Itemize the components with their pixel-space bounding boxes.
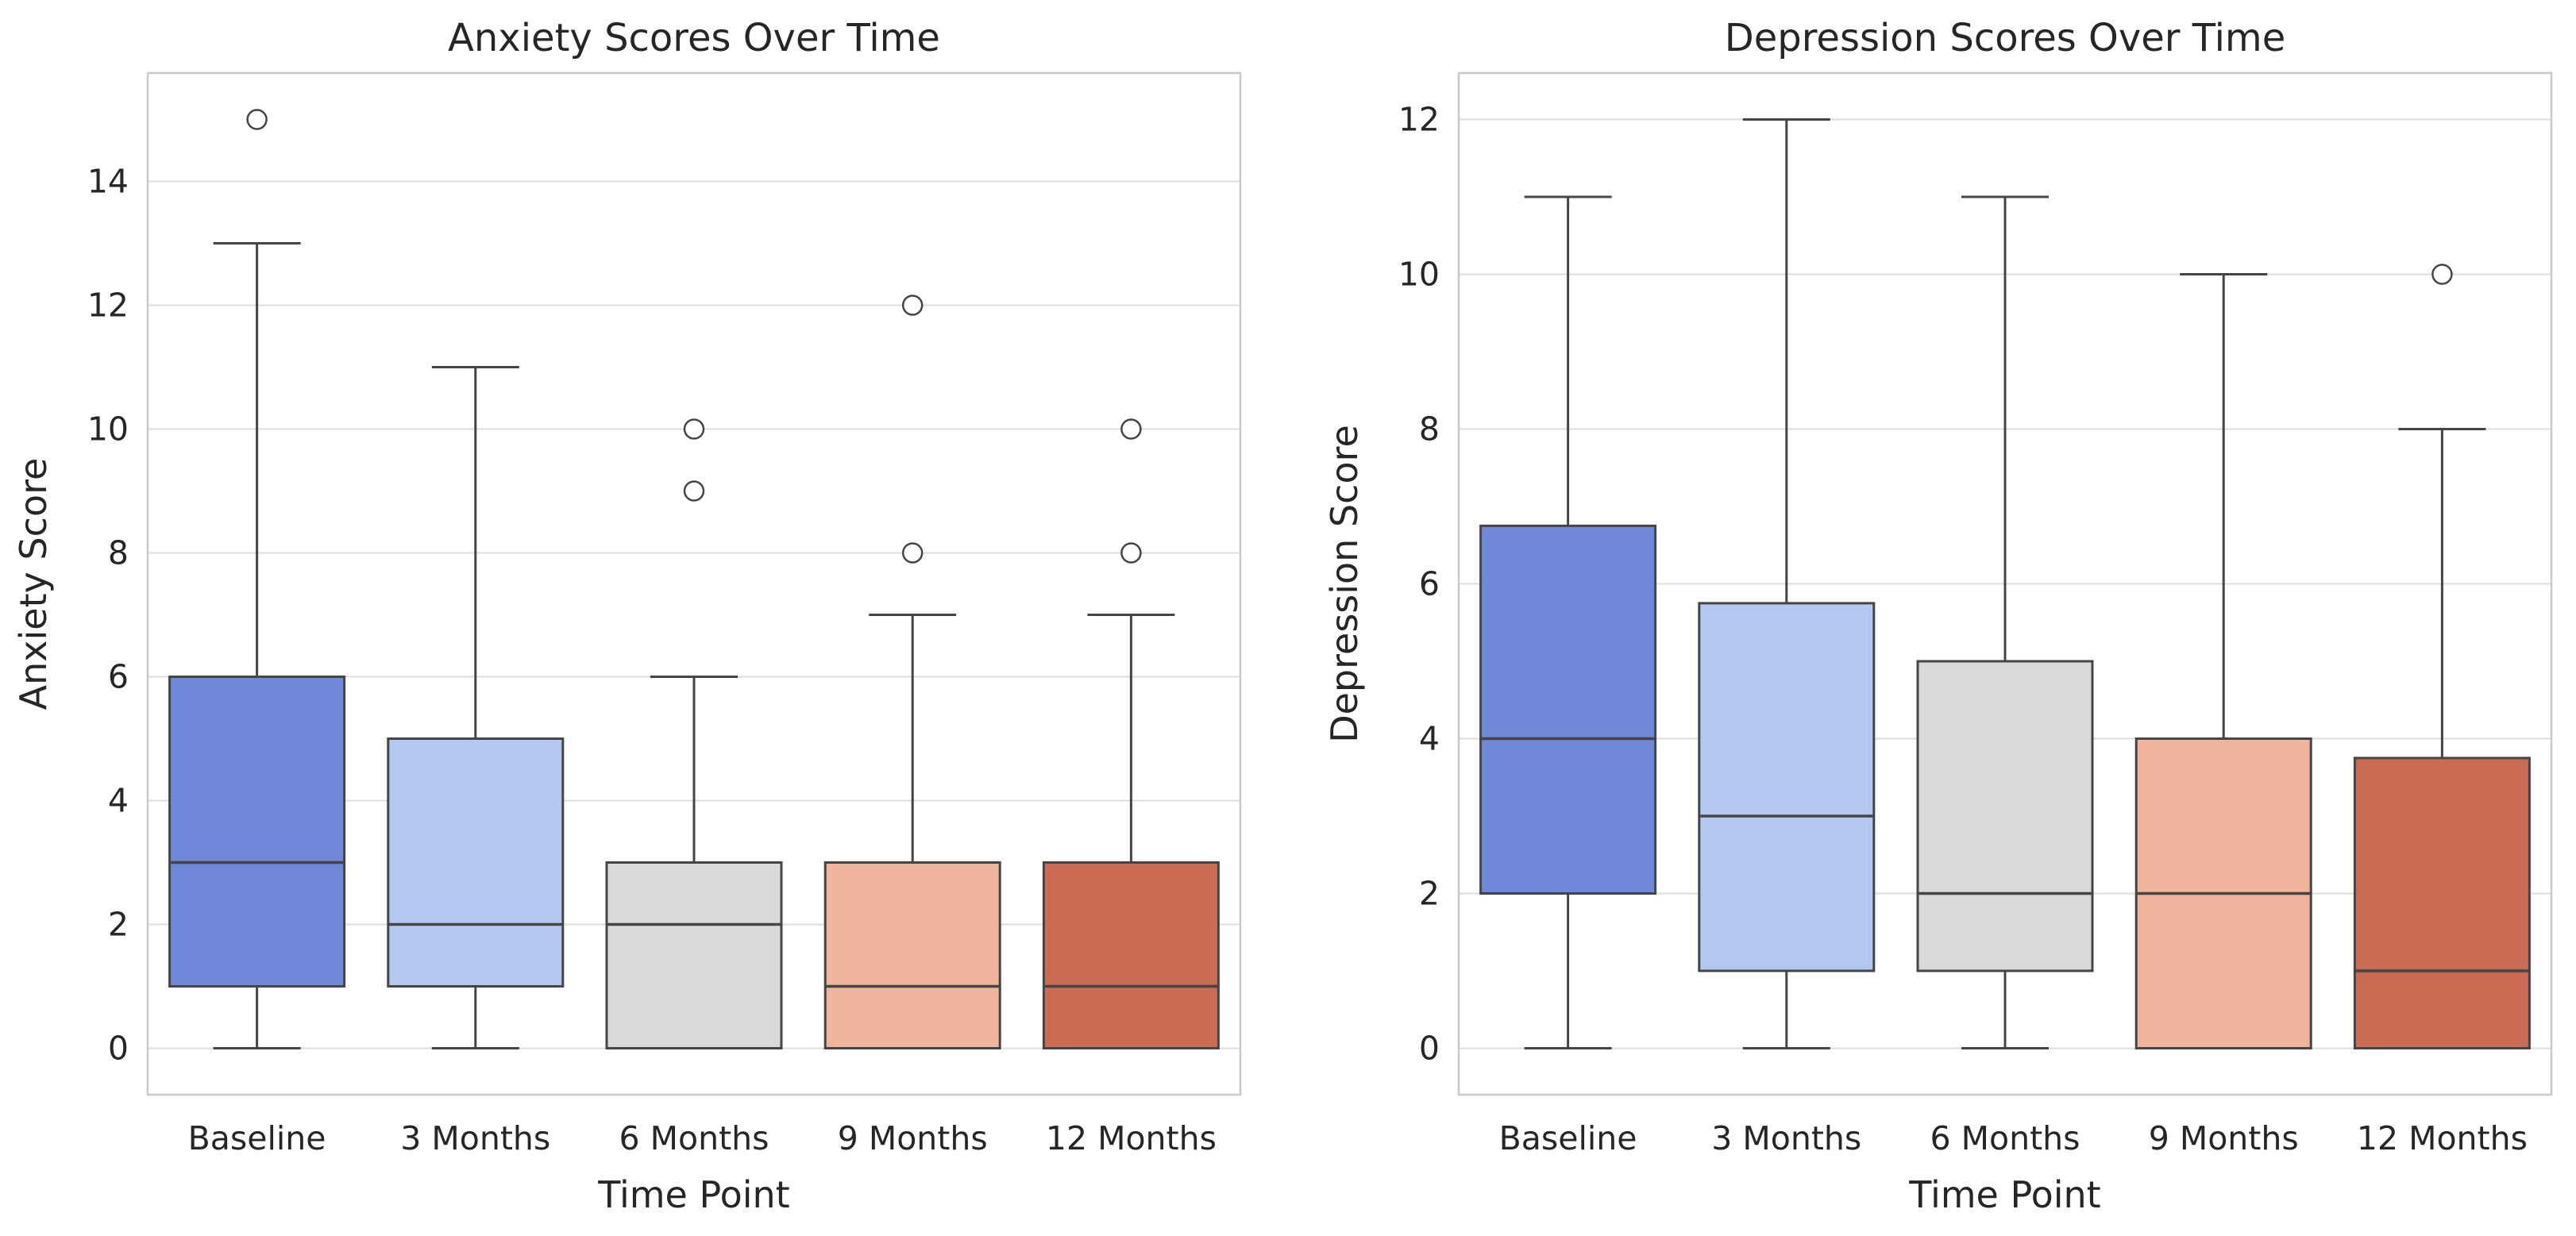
y-tick-label: 14 bbox=[87, 163, 129, 201]
box-group-3-months bbox=[1698, 118, 1876, 1049]
iqr-box bbox=[2353, 757, 2531, 1049]
y-tick-label: 2 bbox=[1419, 875, 1440, 913]
x-tick-label: Baseline bbox=[188, 1119, 326, 1157]
outlier-marker bbox=[2431, 264, 2453, 285]
subplot-title: Depression Scores Over Time bbox=[1725, 16, 2285, 60]
x-tick-label: 12 Months bbox=[2357, 1119, 2528, 1157]
y-tick-label: 4 bbox=[108, 782, 129, 820]
y-axis-label: Depression Score bbox=[1323, 425, 1366, 743]
x-tick-label: 12 Months bbox=[1046, 1119, 1217, 1157]
y-tick-label: 4 bbox=[1419, 720, 1440, 758]
box-group-6-months bbox=[1916, 195, 2094, 1049]
iqr-box bbox=[605, 861, 783, 1049]
iqr-box bbox=[823, 861, 1001, 1049]
x-tick-label: 3 Months bbox=[1711, 1119, 1861, 1157]
outlier-marker bbox=[901, 542, 924, 564]
outlier-marker bbox=[246, 109, 268, 130]
box-group-baseline bbox=[168, 109, 346, 1049]
x-tick-label: 9 Months bbox=[2149, 1119, 2299, 1157]
outlier-marker bbox=[901, 295, 924, 316]
y-tick-label: 12 bbox=[1398, 101, 1440, 139]
outlier-marker bbox=[683, 480, 705, 502]
subplot-1: 0 2 4 6 8 10 12 Baseline 3 Months 6 Months 9 Month… bbox=[1323, 16, 2553, 1216]
y-tick-label: 8 bbox=[1419, 410, 1440, 449]
iqr-box bbox=[168, 676, 346, 988]
x-tick-label: 6 Months bbox=[1930, 1119, 2080, 1157]
y-tick-label: 8 bbox=[108, 534, 129, 572]
x-axis-label: Time Point bbox=[597, 1173, 789, 1216]
x-tick-label: 3 Months bbox=[400, 1119, 550, 1157]
outlier-marker bbox=[683, 418, 705, 440]
y-tick-label: 2 bbox=[108, 906, 129, 944]
iqr-box bbox=[1916, 660, 2094, 972]
y-axis-label: Anxiety Score bbox=[12, 458, 55, 710]
iqr-box bbox=[1698, 602, 1876, 972]
axes-frame bbox=[146, 71, 1242, 1096]
box-group-12-months bbox=[1042, 418, 1220, 1049]
outlier-marker bbox=[1120, 418, 1142, 440]
axes-frame bbox=[1457, 71, 2553, 1096]
y-tick-label: 0 bbox=[108, 1030, 129, 1068]
box-group-6-months bbox=[605, 418, 783, 1049]
box-group-baseline bbox=[1479, 195, 1657, 1049]
iqr-box bbox=[387, 737, 565, 988]
x-tick-label: 9 Months bbox=[838, 1119, 988, 1157]
box-group-3-months bbox=[387, 366, 565, 1049]
iqr-box bbox=[1479, 524, 1657, 895]
y-tick-label: 10 bbox=[87, 410, 129, 449]
y-tick-label: 12 bbox=[87, 287, 129, 325]
outlier-marker bbox=[1120, 542, 1142, 564]
y-tick-label: 6 bbox=[1419, 565, 1440, 603]
box-group-9-months bbox=[2134, 273, 2312, 1049]
x-tick-label: Baseline bbox=[1499, 1119, 1637, 1157]
y-tick-label: 0 bbox=[1419, 1030, 1440, 1068]
subplot-title: Anxiety Scores Over Time bbox=[448, 16, 940, 60]
x-axis-label: Time Point bbox=[1908, 1173, 2100, 1216]
iqr-box bbox=[1042, 861, 1220, 1049]
y-tick-label: 10 bbox=[1398, 256, 1440, 294]
subplot-0: 0 2 4 6 8 10 12 14 Baseline 3 Months 6 Months 9 Mon… bbox=[12, 16, 1242, 1216]
box-group-12-months bbox=[2353, 264, 2531, 1049]
x-tick-label: 6 Months bbox=[619, 1119, 769, 1157]
box-group-9-months bbox=[823, 295, 1001, 1049]
y-tick-label: 6 bbox=[108, 658, 129, 696]
